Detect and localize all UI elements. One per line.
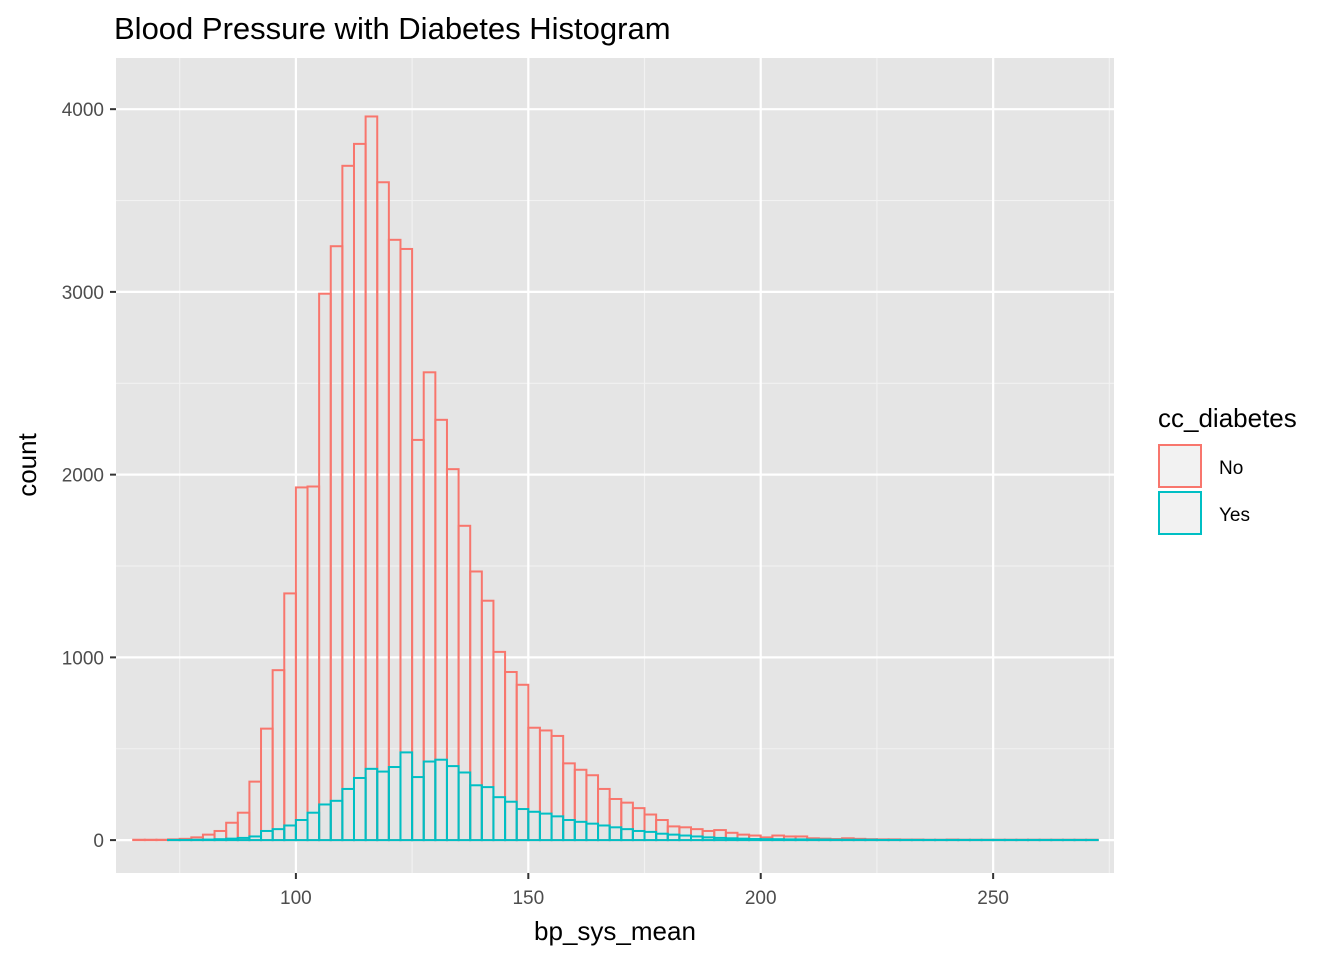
- series-yes-bar: [817, 838, 832, 842]
- x-tick-label: 250: [977, 888, 1009, 909]
- legend-key-yes: [1158, 491, 1202, 535]
- y-tick-label: 0: [93, 831, 104, 852]
- x-axis-title: bp_sys_mean: [534, 916, 696, 946]
- series-yes-bar: [736, 837, 751, 842]
- plot-panel: [116, 58, 1114, 873]
- x-tick-label: 200: [745, 888, 777, 909]
- y-axis: 0 1000 2000 3000 4000: [62, 100, 116, 852]
- y-tick-label: 3000: [62, 283, 104, 304]
- legend-title: cc_diabetes: [1158, 403, 1297, 433]
- series-yes-bar: [213, 838, 228, 842]
- minor-gridlines: [116, 58, 1114, 873]
- series-yes-bar: [759, 838, 774, 842]
- series-yes-bar: [724, 837, 739, 842]
- legend: cc_diabetes No Yes: [1158, 403, 1297, 535]
- series-yes-bar: [771, 838, 785, 842]
- x-axis: 100 150 200 250: [280, 873, 1009, 909]
- y-tick-label: 2000: [62, 466, 104, 487]
- series-yes-bar: [748, 838, 762, 842]
- x-tick-label: 100: [280, 888, 312, 909]
- series-yes-bars: [167, 751, 1099, 842]
- chart-title: Blood Pressure with Diabetes Histogram: [114, 11, 671, 46]
- series-yes-bar: [201, 838, 216, 842]
- series-yes-bar: [794, 838, 809, 842]
- y-tick-label: 1000: [62, 648, 104, 669]
- y-tick-label: 4000: [62, 100, 104, 121]
- legend-label-no: No: [1219, 458, 1243, 479]
- legend-key-no: [1158, 444, 1202, 488]
- x-tick-label: 150: [512, 888, 544, 909]
- series-yes-bar: [806, 838, 820, 842]
- legend-label-yes: Yes: [1219, 505, 1250, 526]
- y-axis-title: count: [12, 432, 42, 496]
- series-yes-bar: [225, 837, 239, 842]
- series-yes-bar: [782, 838, 797, 842]
